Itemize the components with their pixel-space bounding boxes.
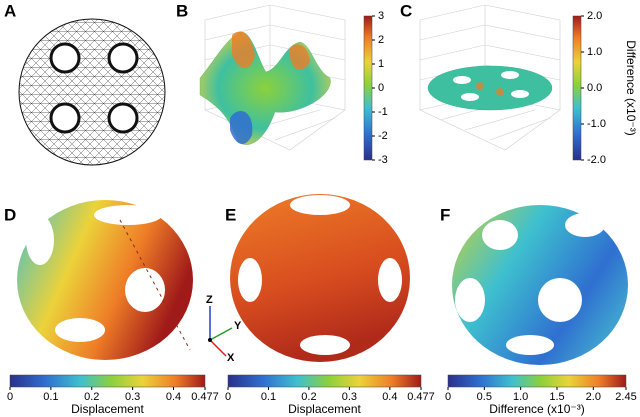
axis-label: X <box>227 352 235 364</box>
colorbar-label: Displacement <box>288 402 361 416</box>
colorbar-tick-label: 1.0 <box>587 46 602 58</box>
colorbar-tick-label: 0.1 <box>261 391 276 403</box>
colorbar <box>227 374 422 388</box>
panel-label: A <box>4 1 16 20</box>
panel-label: C <box>400 1 412 20</box>
body-e <box>230 194 410 362</box>
colorbar <box>9 374 206 388</box>
colorbar-tick-label: 0.2 <box>301 391 316 403</box>
colorbar-tick-label: 1.0 <box>513 391 528 403</box>
surface-plot <box>199 4 346 151</box>
colorbar-tick-label: 2.0 <box>587 10 602 22</box>
colorbar-tick-label: -1.0 <box>587 118 606 130</box>
colorbar-tick-label: 1 <box>378 58 384 70</box>
colorbar-tick-label: 0.3 <box>125 391 140 403</box>
colorbar-tick-label: 0.4 <box>166 391 181 403</box>
body-d <box>17 200 193 360</box>
colorbar-tick-label: 0.1 <box>43 391 58 403</box>
colorbar-tick-label: -2.0 <box>587 154 606 166</box>
colorbar-tick-label: 0.477 <box>407 391 435 403</box>
colorbar-label: Displacement <box>71 402 144 416</box>
colorbar-tick-label: 0 <box>225 391 231 403</box>
colorbar-tick-label: 2.0 <box>586 391 601 403</box>
colorbar-tick-label: 1.5 <box>549 391 564 403</box>
colorbar-tick-label: 2.45 <box>615 391 636 403</box>
colorbar <box>447 374 627 388</box>
colorbar-tick-label: 3 <box>378 10 384 22</box>
colorbar-tick-label: 0.2 <box>84 391 99 403</box>
difference-plot <box>419 4 561 151</box>
colorbar-tick-label: 0.5 <box>477 391 492 403</box>
colorbar-tick-label: 0.4 <box>382 391 397 403</box>
colorbar-label: Difference (x10⁻³) <box>489 402 584 416</box>
colorbar-tick-label: 0.3 <box>342 391 357 403</box>
mesh-panel <box>18 18 166 166</box>
axis-triad <box>208 306 233 357</box>
colorbar-tick-label: 0.0 <box>587 82 602 94</box>
colorbar-tick-label: 0 <box>445 391 451 403</box>
axis-label: Y <box>234 320 242 332</box>
colorbar-label: Difference (x10⁻³) <box>624 40 638 135</box>
colorbar-tick-label: 0.477 <box>191 391 219 403</box>
panel-label: D <box>4 205 16 224</box>
colorbar-tick-label: -1 <box>378 106 388 118</box>
panel-label: F <box>440 205 450 224</box>
colorbar-tick-label: 0 <box>378 82 384 94</box>
colorbar-tick-label: 0 <box>7 391 13 403</box>
colorbar-tick-label: -3 <box>378 154 388 166</box>
panel-label: E <box>225 205 236 224</box>
axis-label: Z <box>206 294 213 306</box>
colorbar <box>572 15 582 161</box>
colorbar <box>363 15 373 161</box>
panel-label: B <box>176 1 188 20</box>
body-f <box>452 205 628 365</box>
colorbar-tick-label: -2 <box>378 130 388 142</box>
colorbar-tick-label: 2 <box>378 34 384 46</box>
